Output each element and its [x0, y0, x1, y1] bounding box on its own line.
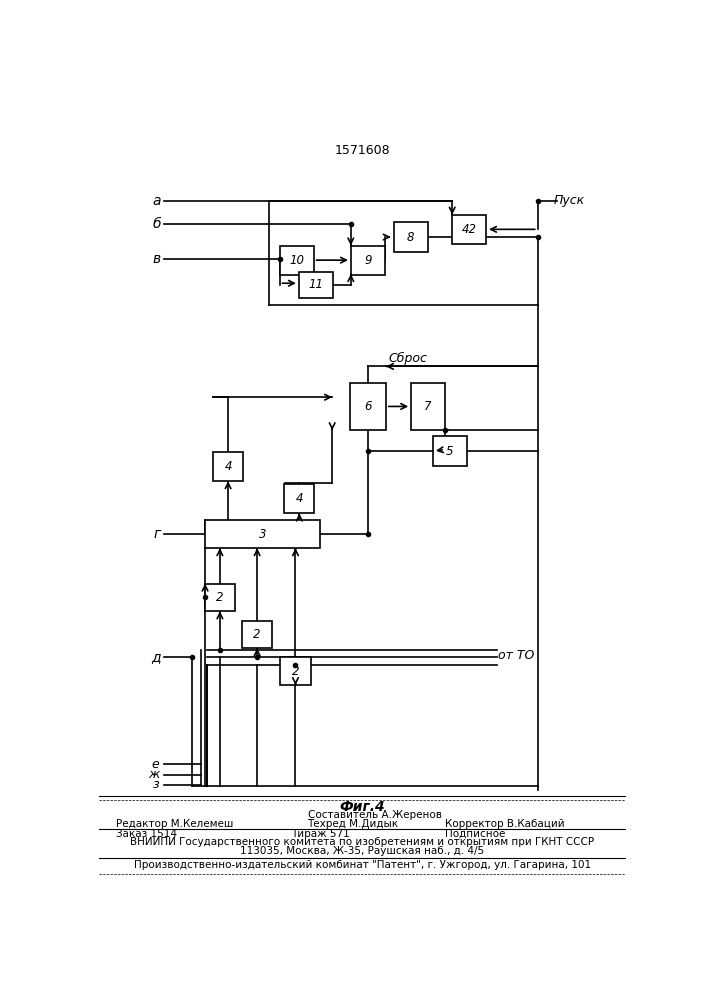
Bar — [284, 484, 315, 513]
Text: Составитель А.Жеренов: Составитель А.Жеренов — [308, 810, 442, 820]
Bar — [205, 584, 235, 611]
Text: от ТО: от ТО — [498, 649, 534, 662]
Text: 4: 4 — [296, 492, 303, 505]
Text: г: г — [153, 527, 160, 541]
Text: ж: ж — [148, 768, 160, 781]
Text: 5: 5 — [446, 445, 454, 458]
Text: Подписное: Подписное — [445, 829, 505, 839]
Bar — [452, 215, 486, 244]
Text: Редактор М.Келемеш: Редактор М.Келемеш — [116, 819, 233, 829]
Text: 7: 7 — [424, 400, 432, 413]
Text: Заказ 1514: Заказ 1514 — [116, 829, 177, 839]
Text: в: в — [153, 252, 160, 266]
Text: 8: 8 — [407, 231, 414, 244]
Bar — [205, 520, 320, 548]
Bar — [351, 246, 385, 275]
Text: 2: 2 — [292, 665, 299, 678]
Bar — [394, 222, 428, 252]
Text: 2: 2 — [216, 591, 223, 604]
Bar — [433, 436, 467, 466]
Text: Корректор В.Кабаций: Корректор В.Кабаций — [445, 819, 564, 829]
Text: е: е — [152, 758, 160, 771]
Bar — [213, 452, 243, 481]
Text: д: д — [151, 650, 160, 664]
Text: Техред М.Дидык: Техред М.Дидык — [308, 819, 399, 829]
Text: Тираж 571: Тираж 571 — [291, 829, 350, 839]
Text: Сброс: Сброс — [389, 352, 428, 365]
Text: б: б — [152, 217, 160, 231]
Text: 6: 6 — [364, 400, 372, 413]
Text: 11: 11 — [308, 278, 323, 291]
Text: а: а — [152, 194, 160, 208]
Bar — [242, 620, 272, 648]
Text: 4: 4 — [224, 460, 232, 473]
Text: 10: 10 — [289, 254, 304, 267]
Bar — [350, 383, 385, 430]
Text: 2: 2 — [253, 628, 261, 641]
Text: Производственно-издательский комбинат "Патент", г. Ужгород, ул. Гагарина, 101: Производственно-издательский комбинат "П… — [134, 860, 591, 870]
Text: 42: 42 — [462, 223, 477, 236]
Text: ВНИИПИ Государственного комитета по изобретениям и открытиям при ГКНТ СССР: ВНИИПИ Государственного комитета по изоб… — [130, 837, 595, 847]
Bar — [299, 272, 333, 298]
Text: 113035, Москва, Ж-35, Раушская наб., д. 4/5: 113035, Москва, Ж-35, Раушская наб., д. … — [240, 846, 484, 856]
Text: 1571608: 1571608 — [334, 144, 390, 157]
Text: 9: 9 — [364, 254, 372, 267]
Bar — [281, 657, 310, 685]
Text: 3: 3 — [259, 528, 267, 541]
Bar — [411, 383, 445, 430]
Text: Фиг.4: Фиг.4 — [339, 800, 385, 814]
Text: Пуск: Пуск — [554, 194, 585, 207]
Bar — [279, 246, 314, 275]
Text: з: з — [153, 778, 160, 791]
